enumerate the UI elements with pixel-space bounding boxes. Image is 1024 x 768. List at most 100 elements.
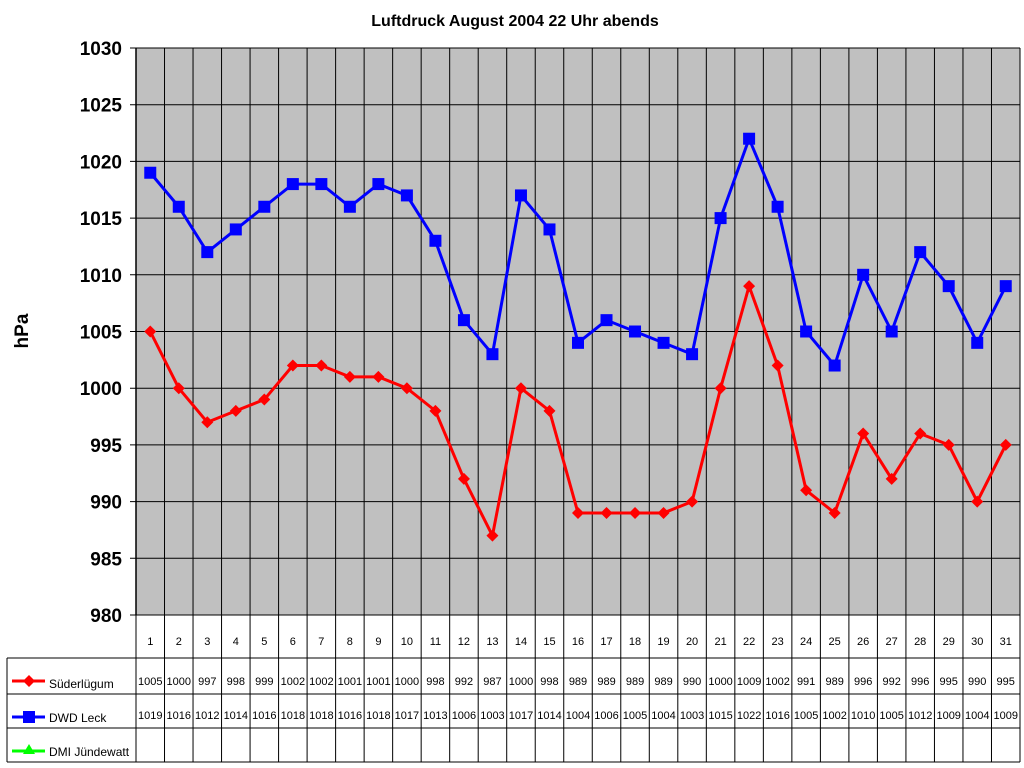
table-cell-value: 1000 [167, 676, 191, 688]
table-cell-value: 1005 [138, 676, 162, 688]
y-tick-label: 1030 [80, 39, 122, 60]
data-point [999, 280, 1012, 293]
data-point [286, 359, 299, 372]
table-cell-value: 1000 [509, 676, 533, 688]
y-tick-label: 1005 [80, 323, 123, 344]
data-point [543, 223, 556, 236]
table-cell-value: 1002 [309, 676, 333, 688]
table-cell-value: 1000 [708, 676, 732, 688]
table-cell-value: 989 [626, 676, 644, 688]
data-point [258, 393, 271, 406]
table-cell-value: 1006 [452, 710, 476, 722]
table-cell-value: 1016 [765, 710, 789, 722]
data-point [686, 495, 699, 508]
gridlines [130, 47, 1021, 762]
x-tick-label: 23 [771, 636, 783, 648]
table-cell-value: 999 [255, 676, 273, 688]
x-tick-label: 14 [515, 636, 527, 648]
table-cell-value: 996 [911, 676, 929, 688]
x-tick-label: 7 [318, 636, 324, 648]
y-tick-label: 990 [90, 493, 122, 514]
y-tick-label: 1000 [80, 379, 122, 400]
data-point [201, 246, 214, 259]
data-point [657, 506, 670, 519]
table-cell-value: 990 [968, 676, 986, 688]
data-point [372, 178, 385, 191]
table-cell-value: 1004 [965, 710, 989, 722]
data-point [771, 200, 784, 213]
data-point [514, 189, 527, 202]
table-cell-value: 998 [227, 676, 245, 688]
x-tick-label: 5 [261, 636, 267, 648]
data-point [714, 212, 727, 225]
table-cell-value: 1000 [395, 676, 419, 688]
table-cell-value: 1018 [281, 710, 305, 722]
data-point [600, 506, 613, 519]
data-point [914, 427, 927, 440]
data-point [828, 506, 841, 519]
data-point [201, 416, 214, 429]
data-point [286, 178, 299, 191]
x-tick-label: 22 [743, 636, 755, 648]
table-cell-value: 1014 [224, 710, 248, 722]
data-point [857, 268, 870, 281]
table-cell-value: 992 [455, 676, 473, 688]
y-tick-label: 1020 [80, 152, 122, 173]
x-tick-label: 28 [914, 636, 926, 648]
series-group [144, 132, 1012, 542]
data-point [172, 200, 185, 213]
data-point [400, 382, 413, 395]
table-cell-value: 1002 [281, 676, 305, 688]
x-tick-label: 2 [176, 636, 182, 648]
table-cell-value: 1016 [167, 710, 191, 722]
table-cell-value: 1012 [908, 710, 932, 722]
x-tick-label: 29 [943, 636, 955, 648]
x-tick-label: 17 [600, 636, 612, 648]
x-tick-label: 16 [572, 636, 584, 648]
table-cell-value: 1009 [737, 676, 761, 688]
x-tick-label: 31 [1000, 636, 1012, 648]
table-cell-value: 1003 [480, 710, 504, 722]
table-cell-value: 995 [940, 676, 958, 688]
data-point [743, 132, 756, 145]
data-point [315, 359, 328, 372]
data-point [771, 359, 784, 372]
x-tick-label: 25 [829, 636, 841, 648]
data-point [343, 370, 356, 383]
table-cell-value: 987 [483, 676, 501, 688]
data-point [999, 438, 1012, 451]
data-point [486, 529, 499, 542]
x-tick-label: 6 [290, 636, 296, 648]
table-cell-value: 1006 [594, 710, 618, 722]
table-cell-value: 1005 [879, 710, 903, 722]
x-tick-label: 20 [686, 636, 698, 648]
data-point [629, 506, 642, 519]
table-cell-value: 1018 [309, 710, 333, 722]
data-point [714, 382, 727, 395]
y-tick-label: 985 [90, 549, 122, 570]
x-tick-label: 4 [233, 636, 239, 648]
data-point [457, 314, 470, 327]
table-cell-value: 1003 [680, 710, 704, 722]
table-cell-value: 997 [198, 676, 216, 688]
table-cell-value: 1012 [195, 710, 219, 722]
x-tick-label: 11 [430, 636, 441, 648]
data-table: 1 2 3 4 5 6 7 8 9 10 11 12 13 14 15 16 17 18 19 20 21 22 23 24 2… [6, 48, 1021, 763]
table-cell-value: 1004 [566, 710, 590, 722]
table-cell-value: 989 [654, 676, 672, 688]
legend-square-marker [23, 711, 35, 723]
x-tick-label: 13 [486, 636, 498, 648]
data-point [857, 427, 870, 440]
data-point [885, 472, 898, 485]
x-tick-label: 8 [347, 636, 353, 648]
data-point [885, 325, 898, 338]
table-cell-value: 1005 [794, 710, 818, 722]
data-point [429, 404, 442, 417]
y-tick-label: 980 [90, 606, 122, 627]
x-tick-label: 15 [543, 636, 555, 648]
y-tick-label: 1010 [80, 266, 122, 287]
legend-triangle-marker [23, 744, 35, 754]
x-tick-label: 21 [714, 636, 726, 648]
table-cell-value: 1013 [423, 710, 447, 722]
